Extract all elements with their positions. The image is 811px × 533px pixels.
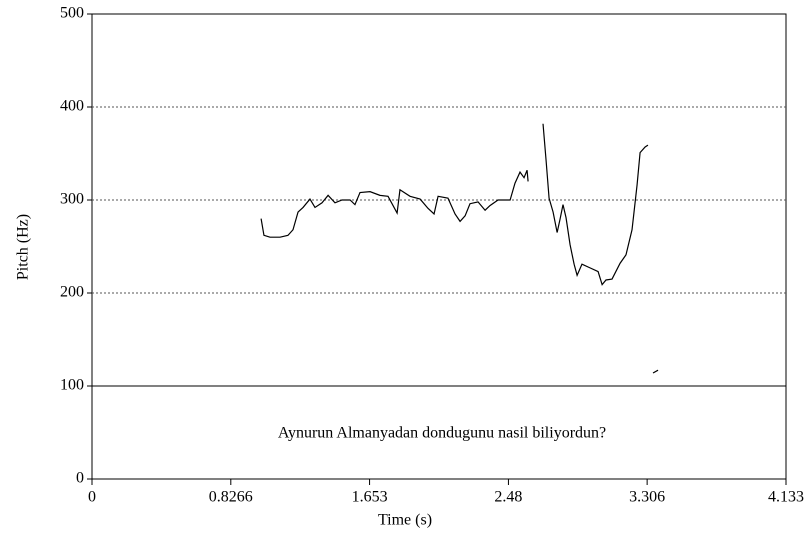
- y-tick-label: 300: [60, 191, 84, 208]
- x-tick-label: 2.48: [494, 489, 522, 506]
- x-tick-label: 4.133: [768, 489, 804, 506]
- y-axis-label: Pitch (Hz): [15, 214, 32, 280]
- y-tick-label: 500: [60, 5, 84, 22]
- y-tick-label: 100: [60, 377, 84, 394]
- x-tick-label: 0: [88, 489, 96, 506]
- pitch-contour: [260, 123, 659, 374]
- annotation: Aynurun Almanyadan dondugunu nasil biliy…: [278, 425, 606, 442]
- y-tick-label: 200: [60, 284, 84, 301]
- y-tick-label: 400: [60, 98, 84, 115]
- plot-frame: [91, 13, 787, 480]
- x-axis-label: Time (s): [378, 512, 432, 529]
- y-tick-label: 0: [76, 470, 84, 487]
- x-tick-label: 3.306: [629, 489, 665, 506]
- x-tick-label: 1.653: [352, 489, 388, 506]
- x-tick-label: 0.8266: [209, 489, 253, 506]
